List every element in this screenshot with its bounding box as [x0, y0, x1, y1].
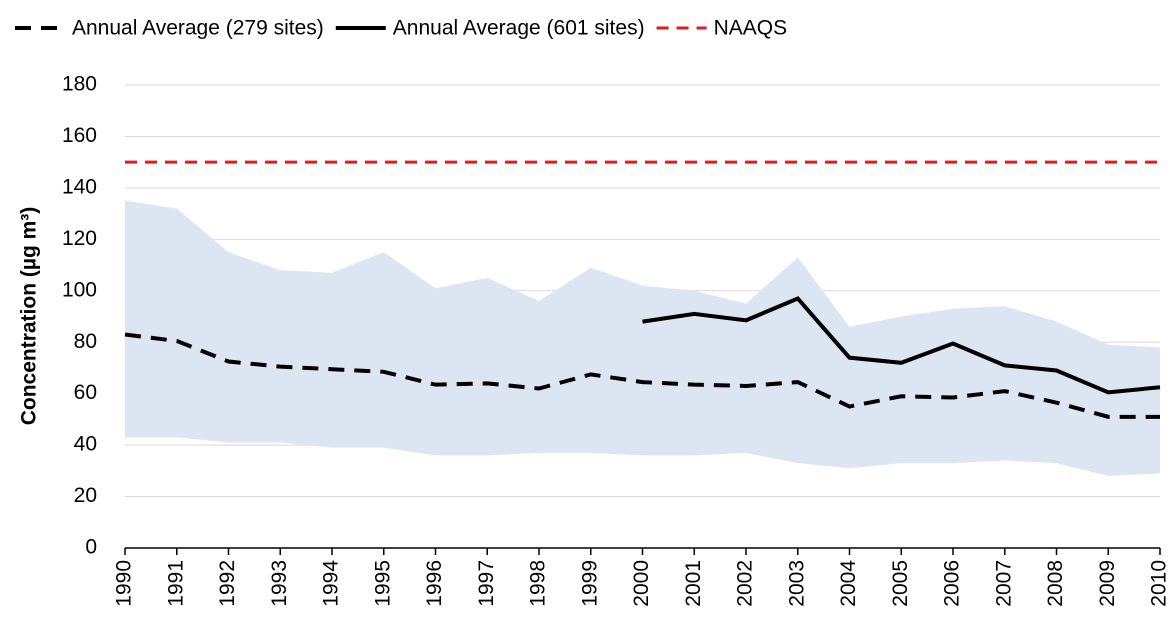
x-tick-label: 1993	[268, 560, 291, 607]
x-tick-label: 2009	[1096, 560, 1119, 607]
y-tick-label: 20	[74, 484, 97, 507]
y-tick-label: 120	[62, 227, 97, 250]
y-tick-label: 80	[74, 330, 97, 353]
x-tick-label: 2010	[1148, 560, 1171, 607]
x-tick-label: 2000	[630, 560, 653, 607]
x-tick-label: 1999	[578, 560, 601, 607]
x-tick-label: 2001	[682, 560, 705, 607]
x-tick-label: 2004	[837, 560, 860, 607]
x-tick-label: 1990	[113, 560, 136, 607]
x-tick-label: 2003	[785, 560, 808, 607]
x-tick-label: 1998	[527, 560, 550, 607]
x-tick-label: 2006	[941, 560, 964, 607]
y-tick-label: 40	[74, 433, 97, 456]
y-tick-label: 140	[62, 175, 97, 198]
legend-label: Annual Average (601 sites)	[393, 17, 645, 40]
y-tick-label: 180	[62, 73, 97, 96]
y-tick-label: 100	[62, 278, 97, 301]
range-band	[125, 200, 1160, 476]
x-tick-label: 1994	[320, 560, 343, 607]
x-tick-label: 2005	[889, 560, 912, 607]
x-tick-label: 2008	[1044, 560, 1067, 607]
legend-label: Annual Average (279 sites)	[72, 17, 324, 40]
y-tick-label: 160	[62, 124, 97, 147]
x-tick-label: 1991	[164, 560, 187, 607]
series-line	[642, 296, 1161, 395]
series-line	[124, 332, 1160, 419]
y-tick-label: 0	[85, 536, 97, 559]
legend-label: NAAQS	[714, 17, 788, 40]
y-tick-label: 60	[74, 381, 97, 404]
x-tick-label: 1992	[216, 560, 239, 607]
x-tick-label: 1996	[423, 560, 446, 607]
x-tick-label: 1997	[475, 560, 498, 607]
x-tick-label: 2002	[734, 560, 757, 607]
x-tick-label: 2007	[992, 560, 1015, 607]
y-axis-label: Concentration (µg m³)	[18, 207, 41, 426]
x-tick-label: 1995	[371, 560, 394, 607]
